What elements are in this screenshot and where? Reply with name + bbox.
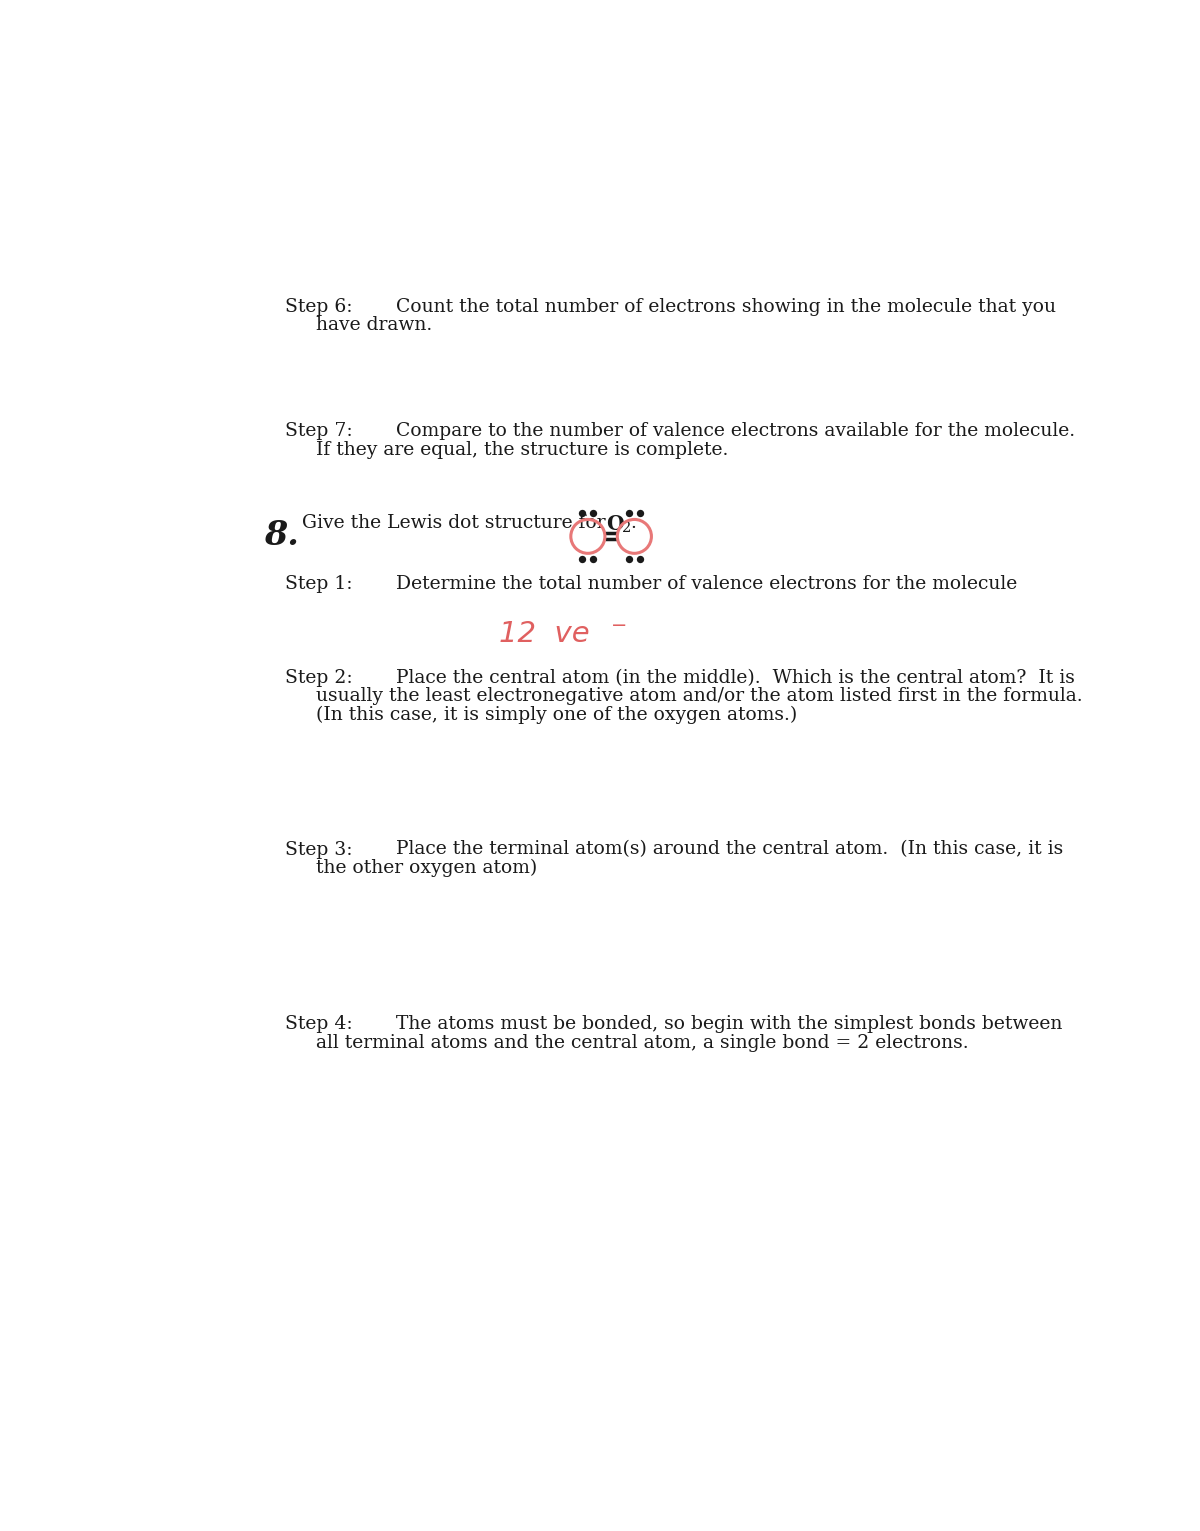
Text: 12  ve: 12 ve <box>499 620 589 648</box>
Point <box>572 501 592 525</box>
Point <box>583 547 602 571</box>
Text: Place the terminal atom(s) around the central atom.  (In this case, it is: Place the terminal atom(s) around the ce… <box>396 841 1063 859</box>
Text: .: . <box>630 514 636 531</box>
Text: Step 6:: Step 6: <box>284 297 353 315</box>
Text: −: − <box>611 615 628 634</box>
Text: Determine the total number of valence electrons for the molecule: Determine the total number of valence el… <box>396 574 1018 592</box>
Text: the other oxygen atom): the other oxygen atom) <box>316 859 536 877</box>
Text: O: O <box>606 514 623 534</box>
Text: Step 2:: Step 2: <box>284 669 353 687</box>
Point <box>630 501 649 525</box>
Text: 8.: 8. <box>264 519 299 551</box>
Text: (In this case, it is simply one of the oxygen atoms.): (In this case, it is simply one of the o… <box>316 706 797 724</box>
Text: Compare to the number of valence electrons available for the molecule.: Compare to the number of valence electro… <box>396 423 1075 441</box>
Text: all terminal atoms and the central atom, a single bond = 2 electrons.: all terminal atoms and the central atom,… <box>316 1033 968 1052</box>
Text: usually the least electronegative atom and/or the atom listed first in the formu: usually the least electronegative atom a… <box>316 687 1082 706</box>
Point <box>572 547 592 571</box>
Text: Step 7:: Step 7: <box>284 423 353 441</box>
Point <box>619 501 638 525</box>
Text: Step 3:: Step 3: <box>284 841 353 859</box>
Point <box>630 547 649 571</box>
Text: 2: 2 <box>622 521 631 534</box>
Text: have drawn.: have drawn. <box>316 317 432 334</box>
Text: The atoms must be bonded, so begin with the simplest bonds between: The atoms must be bonded, so begin with … <box>396 1015 1063 1033</box>
Text: Step 4:: Step 4: <box>284 1015 353 1033</box>
Point <box>583 501 602 525</box>
Text: If they are equal, the structure is complete.: If they are equal, the structure is comp… <box>316 441 728 459</box>
Text: Give the Lewis dot structure for: Give the Lewis dot structure for <box>301 514 611 531</box>
Point <box>619 547 638 571</box>
Text: Step 1:: Step 1: <box>284 574 353 592</box>
Text: Place the central atom (in the middle).  Which is the central atom?  It is: Place the central atom (in the middle). … <box>396 669 1075 687</box>
Text: Count the total number of electrons showing in the molecule that you: Count the total number of electrons show… <box>396 297 1056 315</box>
